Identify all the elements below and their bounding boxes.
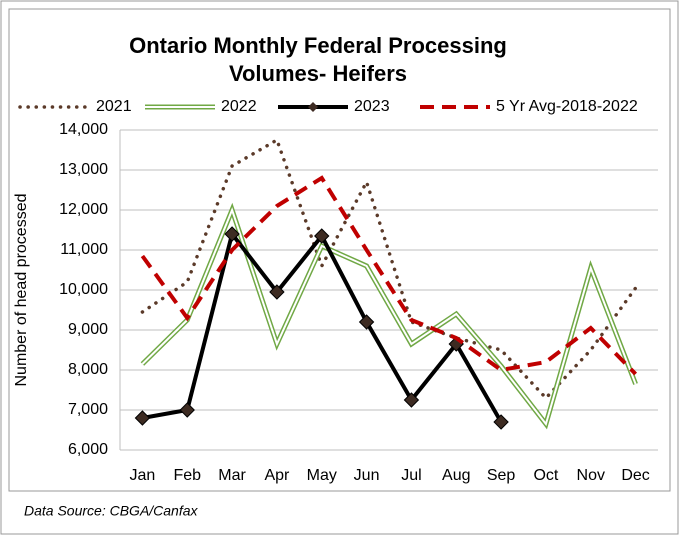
legend-label: 2021 bbox=[96, 98, 132, 115]
source: Data Source: CBGA/Canfax bbox=[24, 503, 199, 519]
series-line-inner bbox=[141, 207, 637, 427]
x-tick-label: Apr bbox=[264, 467, 290, 484]
y-tick-label: 12,000 bbox=[59, 201, 108, 218]
inner-frame bbox=[8, 8, 671, 492]
marker bbox=[314, 228, 330, 244]
y-tick-label: 8,000 bbox=[68, 361, 108, 378]
x-tick-label: May bbox=[307, 467, 337, 484]
x-tick-label: Feb bbox=[173, 467, 201, 484]
x-tick-label: Mar bbox=[218, 467, 246, 484]
marker bbox=[269, 284, 285, 300]
marker bbox=[358, 314, 375, 330]
legend-label: 2022 bbox=[221, 98, 257, 115]
chart-title: Volumes- Heifers bbox=[229, 61, 407, 86]
x-tick-label: Sep bbox=[487, 467, 516, 484]
y-tick-label: 10,000 bbox=[59, 281, 108, 298]
x-tick-label: Dec bbox=[621, 467, 649, 484]
legend-label: 5 Yr Avg-2018-2022 bbox=[496, 98, 638, 115]
y-tick-label: 6,000 bbox=[68, 441, 108, 458]
legend-marker bbox=[308, 102, 318, 112]
series-line bbox=[140, 175, 638, 376]
legend-label: 2023 bbox=[354, 98, 390, 115]
y-tick-label: 14,000 bbox=[59, 121, 108, 138]
y-tick-label: 7,000 bbox=[68, 401, 108, 418]
marker bbox=[134, 410, 151, 426]
x-tick-label: Jun bbox=[354, 467, 380, 484]
y-axis-label: Number of head processed bbox=[13, 194, 30, 387]
x-tick-label: Aug bbox=[442, 467, 470, 484]
x-tick-label: Jan bbox=[130, 467, 156, 484]
marker bbox=[493, 414, 509, 430]
y-tick-label: 9,000 bbox=[68, 321, 108, 338]
marker bbox=[179, 402, 195, 418]
y-tick-label: 11,000 bbox=[60, 241, 108, 258]
x-tick-label: Oct bbox=[533, 467, 558, 484]
chart-title: Ontario Monthly Federal Processing bbox=[129, 33, 507, 58]
x-tick-label: Jul bbox=[401, 467, 421, 484]
x-tick-label: Nov bbox=[577, 467, 605, 484]
marker bbox=[403, 392, 420, 408]
y-tick-label: 13,000 bbox=[59, 161, 108, 178]
marker bbox=[224, 226, 240, 242]
